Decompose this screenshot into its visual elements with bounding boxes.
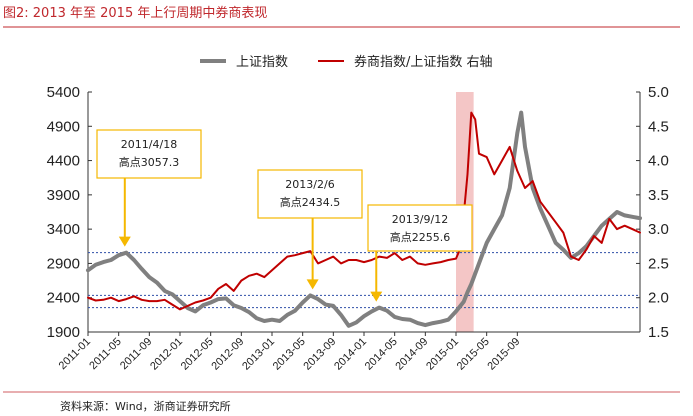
right-tick-label: 4.0 (648, 153, 669, 170)
annotation-label: 高点2434.5 (280, 195, 341, 209)
x-tick-label: 2014-01 (332, 336, 369, 373)
x-tick-label: 2015-05 (455, 336, 492, 373)
legend: 上证指数 券商指数/上证指数 右轴 (200, 54, 493, 70)
x-tick-label: 2013-05 (271, 336, 308, 373)
left-tick-label: 2400 (47, 290, 80, 307)
annotation-box (96, 129, 202, 179)
x-tick-label: 2011-05 (87, 336, 123, 372)
x-tick-label: 2012-09 (209, 336, 246, 373)
x-tick-label: 2015-09 (485, 336, 522, 373)
annotation-label: 高点3057.3 (119, 155, 180, 169)
source-note: 资料来源：Wind，浙商证券研究所 (60, 399, 231, 413)
x-tick-label: 2011-01 (57, 336, 93, 372)
right-tick-label: 3.5 (648, 187, 669, 204)
annotation-date: 2013/2/6 (285, 178, 334, 191)
x-tick-label: 2012-05 (179, 336, 216, 373)
legend-label-broker-ratio: 券商指数/上证指数 右轴 (354, 54, 493, 70)
left-tick-label: 4400 (47, 153, 80, 170)
right-tick-label: 2.0 (648, 290, 669, 307)
figure-title: 图2: 2013 年至 2015 年上行周期中券商表现 (3, 5, 267, 21)
annotation-arrowhead (370, 291, 383, 302)
annotation-date: 2013/9/12 (392, 213, 448, 226)
x-tick-label: 2013-09 (301, 336, 338, 373)
left-tick-label: 2900 (47, 255, 80, 272)
annotation-date: 2011/4/18 (121, 138, 177, 151)
annotation-arrowhead (306, 279, 319, 290)
annotation-arrowhead (118, 236, 131, 247)
legend-label-shanghai-index: 上证指数 (236, 55, 288, 70)
annotations: 2011/4/18 高点3057.3 2013/2/6 高点2434.5 2013/9/… (96, 129, 473, 302)
left-tick-label: 5400 (47, 84, 80, 101)
x-tick-label: 2015-01 (424, 336, 461, 373)
right-tick-label: 4.5 (648, 118, 669, 135)
annotation-box (257, 169, 363, 219)
left-tick-label: 4900 (47, 118, 80, 135)
annotation-box (367, 204, 473, 252)
right-tick-label: 2.5 (648, 255, 669, 272)
right-tick-label: 5.0 (648, 84, 669, 101)
x-tick-label: 2013-01 (240, 336, 277, 373)
plot-area: 5400 4900 4400 3900 3400 2900 2400 1900 5.0 4.5 4.… (47, 84, 669, 373)
series-line-shanghai-index (86, 110, 642, 328)
left-tick-label: 3400 (47, 221, 80, 238)
x-tick-label: 2014-09 (393, 336, 430, 373)
x-tick-label: 2012-01 (148, 336, 185, 373)
x-tick-label: 2011-09 (118, 336, 154, 372)
left-tick-label: 1900 (47, 324, 80, 341)
left-tick-label: 3900 (47, 187, 80, 204)
x-tick-label: 2014-05 (363, 336, 400, 373)
annotation-label: 高点2255.6 (390, 230, 451, 244)
right-tick-label: 3.0 (648, 221, 669, 238)
right-tick-label: 1.5 (648, 324, 669, 341)
